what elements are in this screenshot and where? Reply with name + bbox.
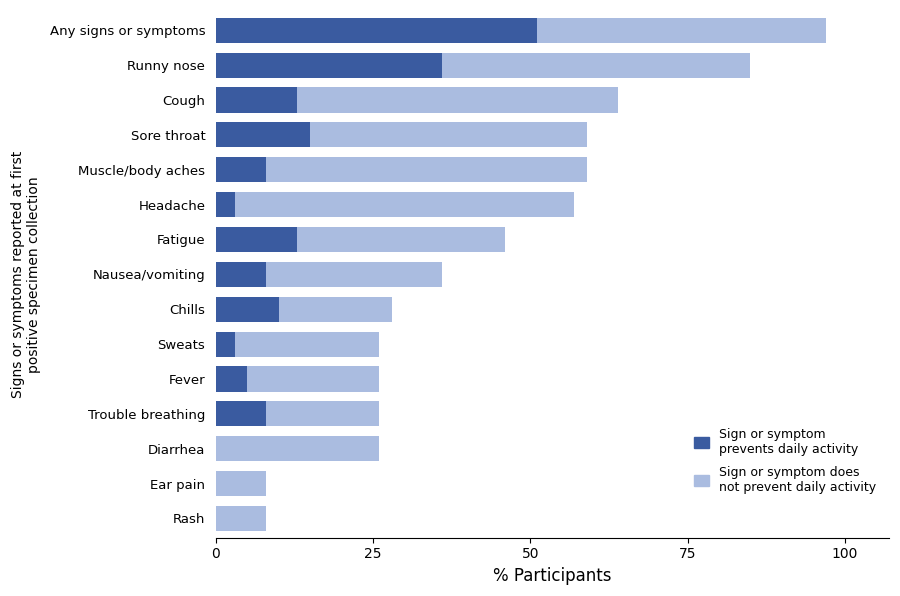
- Bar: [216, 471, 266, 496]
- X-axis label: % Participants: % Participants: [493, 567, 611, 585]
- Bar: [216, 262, 442, 287]
- Bar: [216, 367, 248, 392]
- Bar: [216, 18, 536, 43]
- Bar: [216, 297, 392, 322]
- Bar: [216, 122, 587, 147]
- Bar: [216, 88, 298, 113]
- Bar: [216, 227, 505, 252]
- Bar: [216, 262, 266, 287]
- Bar: [216, 122, 310, 147]
- Bar: [216, 367, 379, 392]
- Bar: [216, 331, 235, 356]
- Bar: [216, 52, 751, 77]
- Bar: [216, 331, 379, 356]
- Bar: [216, 18, 826, 43]
- Y-axis label: Signs or symptoms reported at first
positive specimen collection: Signs or symptoms reported at first posi…: [11, 151, 41, 398]
- Bar: [216, 52, 442, 77]
- Bar: [216, 157, 587, 182]
- Bar: [216, 227, 298, 252]
- Bar: [216, 88, 618, 113]
- Bar: [216, 506, 266, 531]
- Bar: [216, 297, 279, 322]
- Bar: [216, 401, 266, 426]
- Bar: [216, 436, 379, 461]
- Legend: Sign or symptom
prevents daily activity, Sign or symptom does
not prevent daily : Sign or symptom prevents daily activity,…: [688, 421, 883, 500]
- Bar: [216, 401, 379, 426]
- Bar: [216, 192, 574, 217]
- Bar: [216, 192, 235, 217]
- Bar: [216, 157, 266, 182]
